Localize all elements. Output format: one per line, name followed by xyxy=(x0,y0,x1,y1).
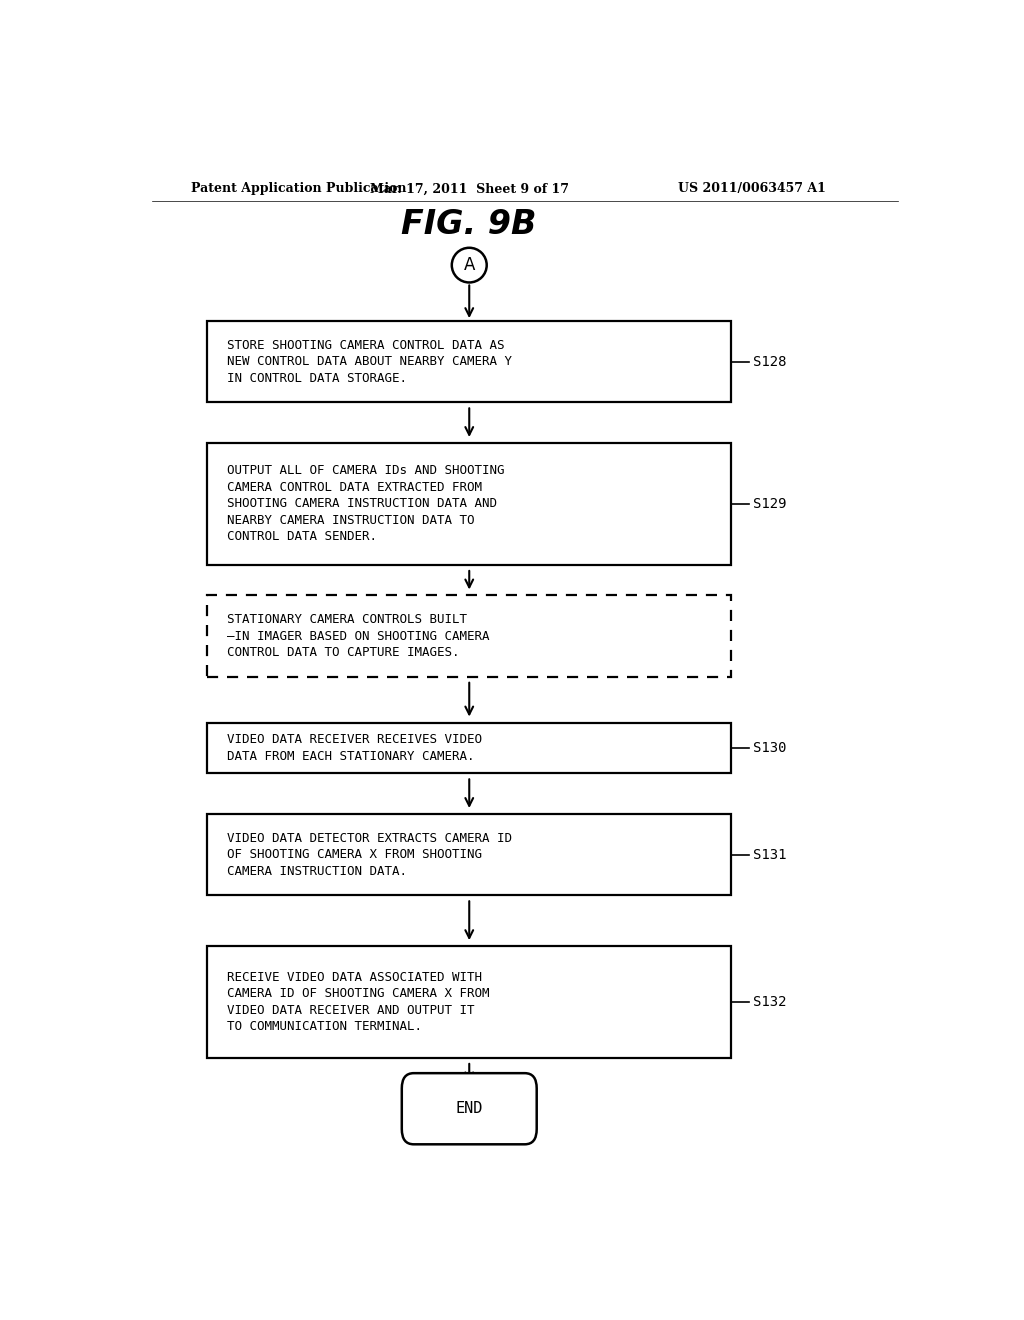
Text: Patent Application Publication: Patent Application Publication xyxy=(191,182,407,195)
FancyBboxPatch shape xyxy=(207,595,731,677)
Text: S128: S128 xyxy=(753,355,786,368)
Text: FIG. 9B: FIG. 9B xyxy=(401,209,537,242)
Text: VIDEO DATA RECEIVER RECEIVES VIDEO
DATA FROM EACH STATIONARY CAMERA.: VIDEO DATA RECEIVER RECEIVES VIDEO DATA … xyxy=(227,733,482,763)
Text: Mar. 17, 2011  Sheet 9 of 17: Mar. 17, 2011 Sheet 9 of 17 xyxy=(370,182,568,195)
Text: VIDEO DATA DETECTOR EXTRACTS CAMERA ID
OF SHOOTING CAMERA X FROM SHOOTING
CAMERA: VIDEO DATA DETECTOR EXTRACTS CAMERA ID O… xyxy=(227,832,512,878)
Text: S132: S132 xyxy=(753,995,786,1008)
Text: RECEIVE VIDEO DATA ASSOCIATED WITH
CAMERA ID OF SHOOTING CAMERA X FROM
VIDEO DAT: RECEIVE VIDEO DATA ASSOCIATED WITH CAMER… xyxy=(227,970,489,1034)
FancyBboxPatch shape xyxy=(207,722,731,774)
Ellipse shape xyxy=(452,248,486,282)
Text: END: END xyxy=(456,1101,483,1117)
FancyBboxPatch shape xyxy=(207,444,731,565)
Text: A: A xyxy=(464,256,475,275)
FancyBboxPatch shape xyxy=(401,1073,537,1144)
FancyBboxPatch shape xyxy=(207,946,731,1057)
Text: OUTPUT ALL OF CAMERA IDs AND SHOOTING
CAMERA CONTROL DATA EXTRACTED FROM
SHOOTIN: OUTPUT ALL OF CAMERA IDs AND SHOOTING CA… xyxy=(227,465,505,544)
Text: S131: S131 xyxy=(753,847,786,862)
Text: S130: S130 xyxy=(753,741,786,755)
Text: STATIONARY CAMERA CONTROLS BUILT
–IN IMAGER BASED ON SHOOTING CAMERA
CONTROL DAT: STATIONARY CAMERA CONTROLS BUILT –IN IMA… xyxy=(227,612,489,659)
Text: S129: S129 xyxy=(753,496,786,511)
Text: STORE SHOOTING CAMERA CONTROL DATA AS
NEW CONTROL DATA ABOUT NEARBY CAMERA Y
IN : STORE SHOOTING CAMERA CONTROL DATA AS NE… xyxy=(227,339,512,384)
FancyBboxPatch shape xyxy=(207,814,731,895)
Text: US 2011/0063457 A1: US 2011/0063457 A1 xyxy=(679,182,826,195)
FancyBboxPatch shape xyxy=(207,321,731,403)
